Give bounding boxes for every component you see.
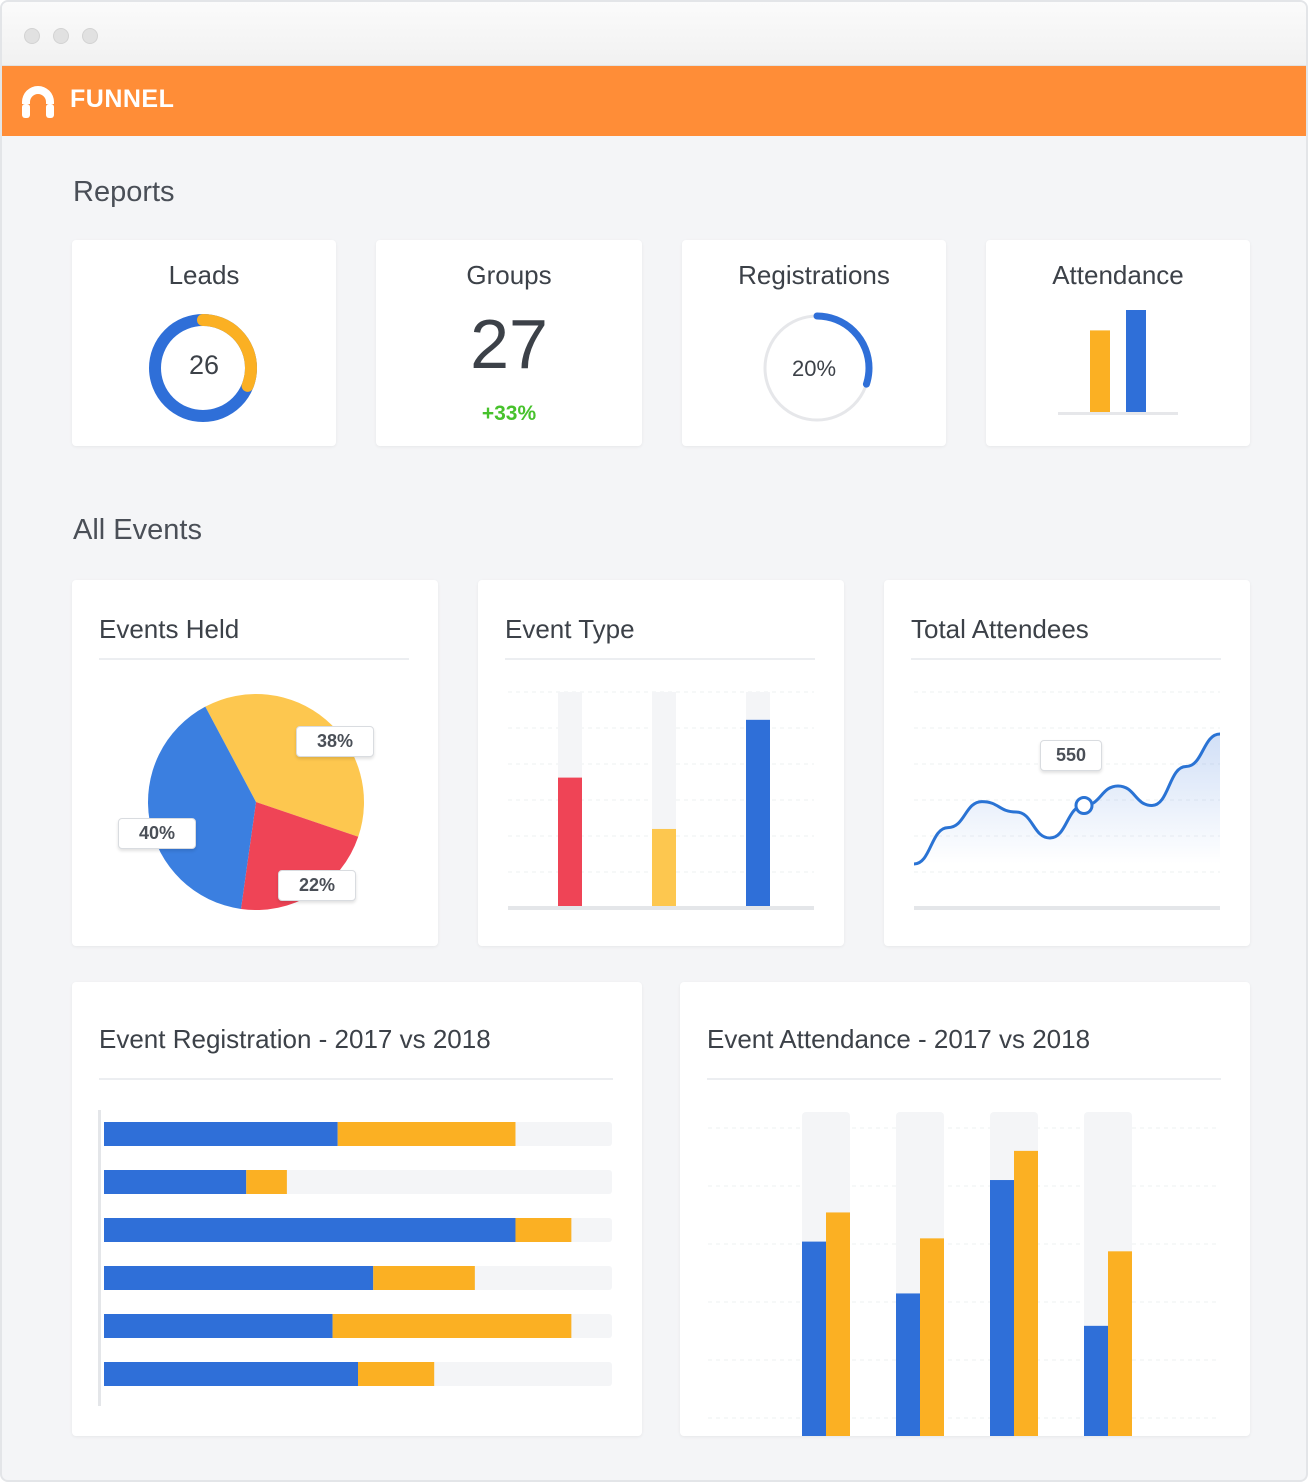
groups-value: 27 (470, 305, 548, 383)
event-registration-chart (98, 1110, 612, 1406)
attendance-card[interactable]: Attendance (986, 240, 1250, 446)
registrations-value: 20% (791, 356, 837, 381)
event-attendance-card[interactable]: Event Attendance - 2017 vs 2018 (680, 982, 1250, 1436)
attendance-bar-1-blue[interactable] (802, 1241, 826, 1436)
registrations-card[interactable]: Registrations 20% (682, 240, 946, 446)
event-type-title: Event Type (505, 614, 635, 644)
attendance-bar-2-blue[interactable] (896, 1293, 920, 1436)
registration-bar-2-yellow[interactable] (246, 1170, 287, 1194)
window-titlebar (2, 2, 1306, 66)
events-held-card[interactable]: Events Held 38% 22% 40% (72, 580, 438, 946)
pie-label-1: 38% (296, 726, 374, 757)
pie-label-2: 22% (278, 870, 356, 901)
attendance-baseline (1058, 412, 1178, 415)
groups-card[interactable]: Groups 27 +33% (376, 240, 642, 446)
attendees-area (914, 734, 1220, 864)
attendance-mini-chart (1058, 310, 1178, 415)
registration-bar-6-blue[interactable] (104, 1362, 358, 1386)
window-minimize-button[interactable] (53, 28, 69, 44)
registrations-ring-progress (761, 312, 873, 424)
attendees-axis (914, 906, 1220, 910)
attendance-bar-3-yellow[interactable] (1014, 1150, 1038, 1436)
attendance-bar-4-blue[interactable] (1084, 1325, 1108, 1436)
total-attendees-divider (911, 658, 1221, 660)
registration-bar-3-yellow[interactable] (515, 1218, 572, 1242)
leads-card[interactable]: Leads 26 (72, 240, 336, 446)
events-held-title: Events Held (99, 614, 240, 644)
event-type-card[interactable]: Event Type (478, 580, 844, 946)
event-type-divider (505, 658, 815, 660)
pie-label-3: 40% (118, 818, 196, 849)
registration-bar-4-blue[interactable] (104, 1266, 374, 1290)
events-held-divider (99, 658, 409, 660)
attendees-highlight-point[interactable] (1074, 796, 1094, 815)
pie-slice-2[interactable] (240, 802, 359, 910)
event-attendance-divider (707, 1078, 1221, 1080)
total-attendees-card[interactable]: Total Attendees 550 (884, 580, 1250, 946)
attendees-tooltip: 550 (1040, 740, 1102, 771)
event-type-bar-1[interactable] (558, 777, 582, 906)
attendance-bar-1-yellow[interactable] (826, 1212, 850, 1436)
total-attendees-chart (914, 691, 1221, 910)
attendance-bar-1[interactable] (1090, 330, 1110, 412)
window-maximize-button[interactable] (82, 28, 98, 44)
registration-bar-5-yellow[interactable] (332, 1314, 572, 1338)
pie-slice-3[interactable] (148, 706, 256, 909)
total-attendees-title: Total Attendees (911, 614, 1089, 644)
attendance-bar-2[interactable] (1126, 310, 1146, 412)
registration-bar-6-yellow[interactable] (358, 1362, 435, 1386)
event-registration-card[interactable]: Event Registration - 2017 vs 2018 (72, 982, 642, 1436)
event-type-axis (508, 906, 814, 910)
all-events-title: All Events (73, 514, 202, 546)
brand-header: FUNNEL (2, 66, 1306, 136)
attendees-line (914, 732, 1221, 866)
leads-value: 26 (188, 350, 220, 380)
attendance-bar-3-blue[interactable] (990, 1180, 1014, 1436)
app-name[interactable]: FUNNEL (70, 85, 175, 113)
leads-donut (149, 314, 257, 422)
event-type-chart (508, 691, 814, 910)
event-attendance-title: Event Attendance - 2017 vs 2018 (707, 1024, 1091, 1054)
registration-axis (98, 1110, 101, 1406)
groups-change: +33% (481, 402, 537, 425)
event-type-bar-2[interactable] (652, 828, 676, 906)
attendance-label: Attendance (1052, 260, 1184, 290)
registration-bar-1-blue[interactable] (104, 1122, 338, 1146)
registration-bar-5-blue[interactable] (104, 1314, 333, 1338)
registration-bar-3-blue[interactable] (104, 1218, 516, 1242)
registration-bar-2-blue[interactable] (104, 1170, 247, 1194)
event-attendance-chart (708, 1112, 1218, 1436)
attendance-bar-4-yellow[interactable] (1108, 1251, 1132, 1436)
leads-label: Leads (168, 260, 240, 290)
window-close-button[interactable] (24, 28, 40, 44)
reports-title: Reports (73, 176, 175, 208)
registration-bar-1-yellow[interactable] (337, 1122, 516, 1146)
leads-donut-yellow (149, 314, 257, 422)
groups-label: Groups (466, 260, 552, 290)
registration-bar-4-yellow[interactable] (373, 1266, 475, 1290)
event-type-bar-3[interactable] (746, 719, 770, 906)
funnel-logo-icon[interactable] (18, 82, 58, 122)
attendance-bar-2-yellow[interactable] (920, 1238, 944, 1436)
event-registration-title: Event Registration - 2017 vs 2018 (99, 1024, 491, 1054)
event-registration-divider (99, 1078, 613, 1080)
registrations-label: Registrations (738, 260, 890, 290)
registrations-ring (761, 312, 873, 424)
